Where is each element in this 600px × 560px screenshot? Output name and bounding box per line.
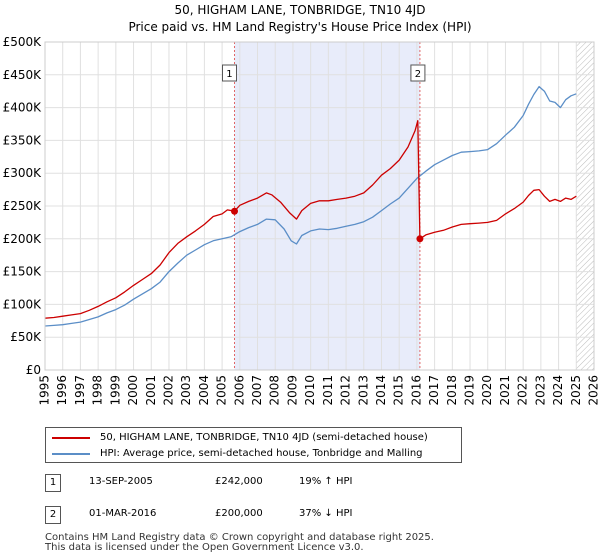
y-tick-label: £0	[26, 363, 41, 377]
x-tick-label: 2016	[409, 375, 423, 406]
x-tick-label: 2012	[339, 375, 353, 406]
x-tick-label: 2006	[232, 375, 246, 406]
legend: 50, HIGHAM LANE, TONBRIDGE, TN10 4JD (se…	[45, 427, 462, 463]
x-tick-label: 1998	[91, 375, 105, 406]
x-tick-label: 1999	[108, 375, 122, 406]
x-tick-label: 2021	[498, 375, 512, 406]
y-tick-label: £450K	[3, 68, 43, 82]
x-tick-label: 2008	[268, 375, 282, 406]
x-tick-label: 2017	[427, 375, 441, 406]
hpi-line	[44, 85, 577, 327]
y-tick-label: £400K	[3, 101, 43, 115]
y-tick-label: £50K	[10, 330, 42, 344]
x-tick-label: 2026	[587, 375, 600, 406]
sale-date-2: 01-MAR-2016	[89, 508, 157, 519]
x-tick-label: 2020	[480, 375, 494, 406]
x-tick-label: 2023	[533, 375, 547, 406]
x-tick-label: 2019	[463, 375, 477, 406]
sale-label-box	[410, 64, 426, 82]
y-tick-label: £300K	[3, 166, 43, 180]
legend-label-property: 50, HIGHAM LANE, TONBRIDGE, TN10 4JD (se…	[100, 432, 428, 443]
y-tick-label: £100K	[3, 297, 43, 311]
footer-copyright: Contains HM Land Registry data © Crown c…	[45, 532, 434, 543]
sale-date-1: 13-SEP-2005	[89, 476, 153, 487]
sale-marker-1: 1	[45, 474, 61, 492]
chart-title: 50, HIGHAM LANE, TONBRIDGE, TN10 4JD	[174, 3, 426, 17]
legend-label-hpi: HPI: Average price, semi-detached house,…	[100, 448, 423, 459]
x-tick-label: 1995	[38, 375, 52, 406]
x-tick-label: 2004	[197, 375, 211, 406]
x-tick-label: 2007	[250, 375, 264, 406]
sale-point	[416, 235, 424, 243]
footer-license: This data is licensed under the Open Gov…	[45, 542, 364, 553]
x-tick-label: 2000	[126, 375, 140, 406]
sale-label-text: 2	[415, 69, 421, 80]
x-tick-label: 2003	[179, 375, 193, 406]
x-tick-label: 2024	[551, 375, 565, 406]
x-tick-label: 2014	[374, 375, 388, 406]
x-tick-label: 2013	[356, 375, 370, 406]
y-tick-label: £250K	[3, 199, 43, 213]
sale-label-text: 1	[226, 69, 232, 80]
plot-border	[44, 41, 595, 371]
sale-marker-2: 2	[45, 506, 61, 524]
x-tick-label: 2018	[445, 375, 459, 406]
y-tick-label: £500K	[3, 35, 43, 49]
sale-hpi-1: 19% ↑ HPI	[299, 476, 353, 487]
x-tick-label: 1996	[55, 375, 69, 406]
x-tick-label: 1997	[73, 375, 87, 406]
sale-label-box	[221, 64, 237, 82]
sale-point	[230, 207, 238, 215]
x-tick-label: 2015	[392, 375, 406, 406]
x-tick-label: 2025	[569, 375, 583, 406]
x-tick-label: 2005	[215, 375, 229, 406]
sale-price-2: £200,000	[215, 508, 263, 519]
price-chart: £0 £50K £100K £150K £200K £250K £300K £350K £400…	[3, 35, 600, 406]
y-tick-label: £150K	[3, 265, 43, 279]
x-tick-label: 2009	[285, 375, 299, 406]
legend-swatch-hpi	[52, 453, 90, 455]
property-price-line	[44, 120, 577, 319]
x-tick-label: 2002	[161, 375, 175, 406]
sale-price-1: £242,000	[215, 476, 263, 487]
y-tick-label: £200K	[3, 232, 43, 246]
x-tick-label: 2011	[321, 375, 335, 406]
x-tick-label: 2010	[303, 375, 317, 406]
y-tick-label: £350K	[3, 133, 43, 147]
sale-hpi-2: 37% ↓ HPI	[299, 508, 353, 519]
legend-swatch-property	[52, 437, 90, 439]
x-tick-label: 2001	[144, 375, 158, 406]
chart-subtitle: Price paid vs. HM Land Registry's House …	[128, 20, 472, 34]
x-tick-label: 2022	[516, 375, 530, 406]
